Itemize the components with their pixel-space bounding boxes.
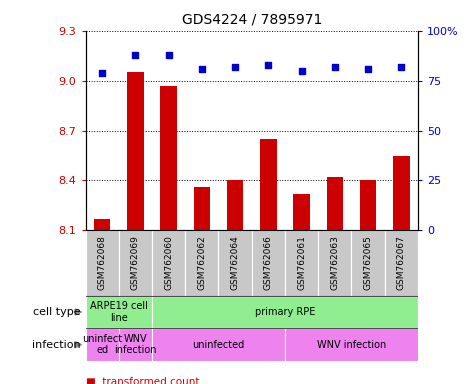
FancyBboxPatch shape [152, 328, 285, 361]
FancyBboxPatch shape [152, 296, 418, 328]
Text: GSM762067: GSM762067 [397, 236, 406, 290]
Title: GDS4224 / 7895971: GDS4224 / 7895971 [181, 13, 322, 27]
Point [98, 70, 106, 76]
FancyBboxPatch shape [86, 296, 152, 328]
Text: GSM762068: GSM762068 [98, 236, 106, 290]
Text: uninfected: uninfected [192, 339, 245, 350]
Text: ARPE19 cell
line: ARPE19 cell line [90, 301, 148, 323]
Bar [160, 86, 177, 230]
Bar [227, 180, 243, 230]
Text: GSM762063: GSM762063 [331, 236, 339, 290]
FancyBboxPatch shape [285, 328, 418, 361]
Text: GSM762069: GSM762069 [131, 236, 140, 290]
Bar [127, 72, 143, 230]
FancyBboxPatch shape [318, 230, 352, 296]
Bar [194, 187, 210, 230]
FancyBboxPatch shape [119, 230, 152, 296]
Bar [360, 180, 376, 230]
Text: GSM762064: GSM762064 [231, 236, 239, 290]
FancyBboxPatch shape [152, 230, 185, 296]
Text: primary RPE: primary RPE [255, 307, 315, 317]
FancyBboxPatch shape [352, 230, 385, 296]
Text: infection: infection [32, 339, 81, 350]
Text: cell type: cell type [33, 307, 81, 317]
Text: GSM762065: GSM762065 [364, 236, 372, 290]
Point [398, 64, 405, 70]
Text: GSM762061: GSM762061 [297, 236, 306, 290]
Point [198, 66, 206, 72]
Point [331, 64, 339, 70]
Text: GSM762066: GSM762066 [264, 236, 273, 290]
FancyBboxPatch shape [252, 230, 285, 296]
FancyBboxPatch shape [285, 230, 318, 296]
Bar [393, 156, 409, 230]
Bar [260, 139, 276, 230]
FancyBboxPatch shape [86, 230, 119, 296]
Point [265, 61, 272, 68]
Bar [94, 219, 110, 230]
FancyBboxPatch shape [218, 230, 252, 296]
Point [132, 51, 139, 58]
FancyBboxPatch shape [385, 230, 418, 296]
Text: ■  transformed count: ■ transformed count [86, 377, 199, 384]
Bar [326, 177, 343, 230]
Bar [293, 194, 310, 230]
Text: uninfect
ed: uninfect ed [82, 334, 122, 356]
FancyBboxPatch shape [185, 230, 218, 296]
Text: GSM762060: GSM762060 [164, 236, 173, 290]
FancyBboxPatch shape [86, 328, 119, 361]
Point [364, 66, 372, 72]
Text: WNV
infection: WNV infection [114, 334, 157, 356]
Text: GSM762062: GSM762062 [198, 236, 206, 290]
Text: WNV infection: WNV infection [317, 339, 386, 350]
Point [165, 51, 172, 58]
Point [298, 68, 305, 74]
FancyBboxPatch shape [119, 328, 152, 361]
Point [231, 64, 239, 70]
